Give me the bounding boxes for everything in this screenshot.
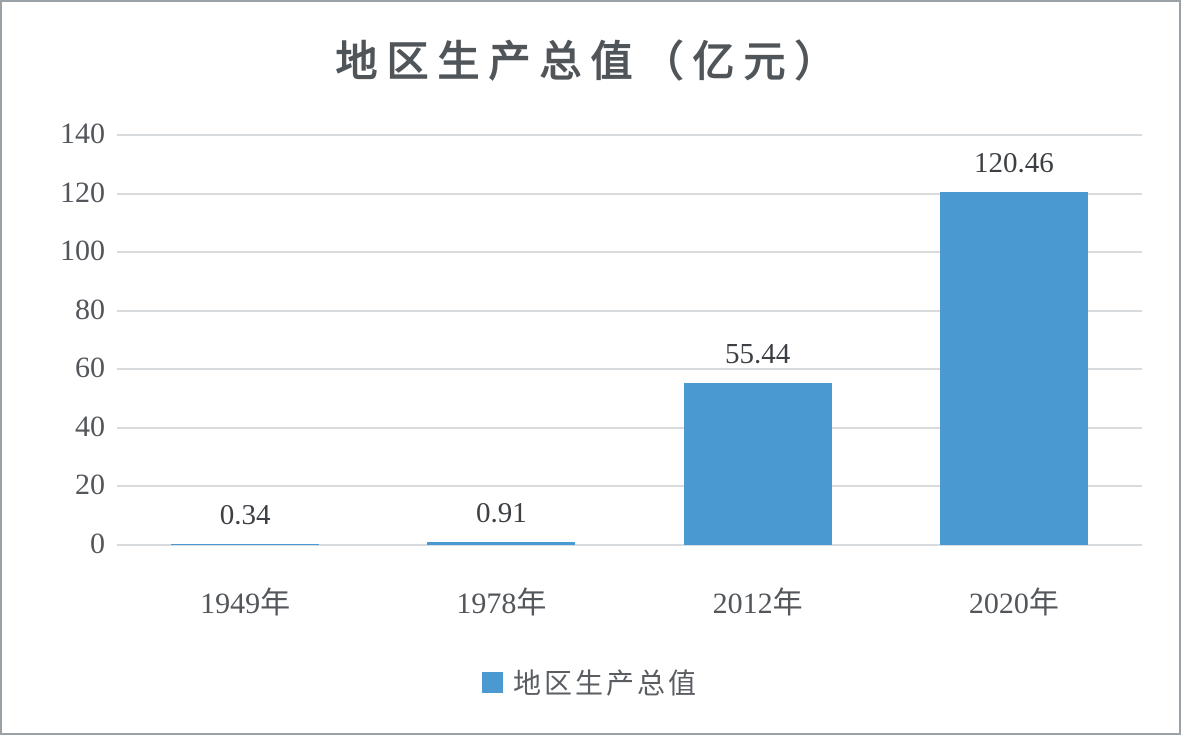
bar-value-label: 120.46: [974, 147, 1054, 180]
bar-1949年[interactable]: [171, 544, 320, 545]
bar-value-label: 55.44: [725, 337, 791, 370]
bar-2020年[interactable]: [939, 192, 1088, 545]
gridline: [117, 368, 1142, 371]
y-tick-label: 60: [75, 351, 105, 385]
bar-2012年[interactable]: [683, 382, 832, 545]
y-tick-label: 0: [90, 527, 105, 560]
x-axis-label: 2012年: [712, 587, 803, 620]
y-tick-label: 40: [75, 409, 105, 443]
y-tick-label: 140: [60, 117, 105, 150]
y-tick-label: 20: [75, 468, 105, 502]
x-axis-label: 1949年: [200, 587, 291, 620]
x-axis-label: 1978年: [456, 587, 547, 620]
gridline: [117, 426, 1142, 429]
gridline: [117, 251, 1142, 254]
chart-title: 地区生产总值（亿元）: [335, 40, 846, 86]
gridline: [117, 544, 1142, 546]
legend-label: 地区生产总值: [512, 669, 699, 700]
gridline: [117, 485, 1142, 488]
gridline: [117, 192, 1142, 195]
y-tick-label: 120: [60, 175, 105, 209]
x-axis-label: 2020年: [968, 587, 1059, 620]
bar-value-label: 0.34: [219, 499, 271, 531]
legend-swatch-icon: [481, 671, 503, 693]
gridline: [117, 309, 1142, 312]
gridline: [117, 134, 1142, 136]
bar-1978年[interactable]: [427, 542, 576, 545]
legend: 地区生产总值: [2, 662, 1179, 702]
y-tick-label: 100: [60, 234, 105, 268]
y-tick-label: 80: [75, 292, 105, 326]
bar-value-label: 0.91: [476, 497, 527, 530]
